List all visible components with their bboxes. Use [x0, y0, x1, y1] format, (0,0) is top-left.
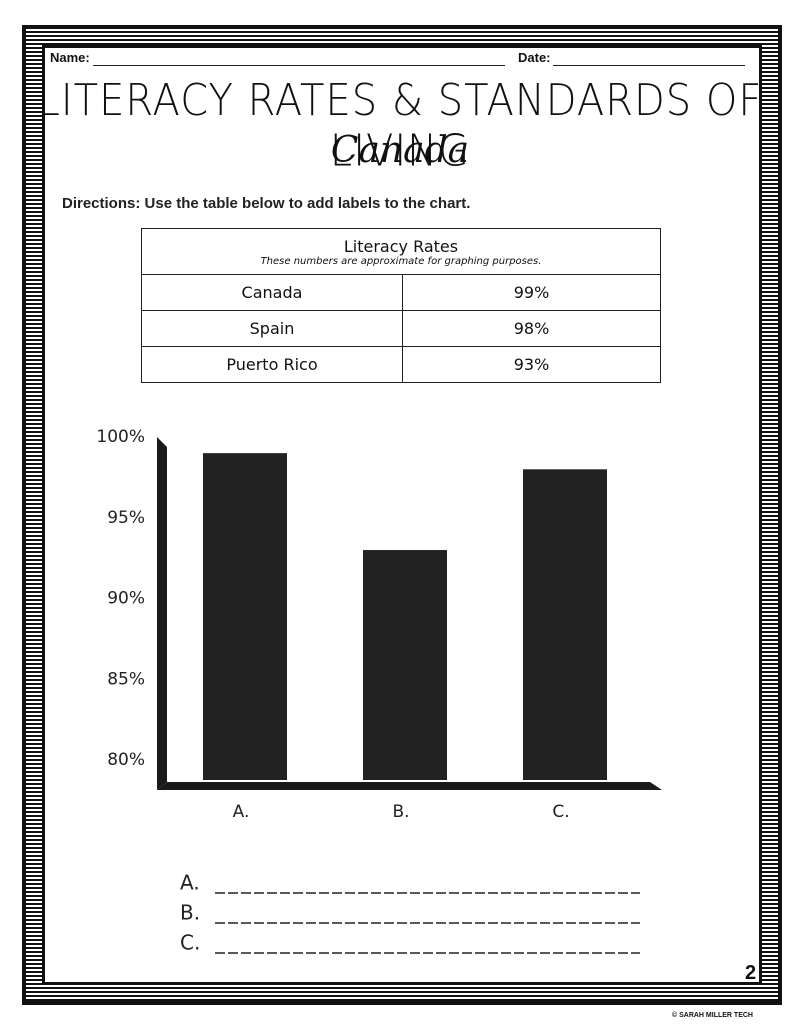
- y-axis-wall: [157, 437, 167, 790]
- x-tick-label: C.: [552, 802, 569, 822]
- subtitle: Canada: [330, 130, 470, 171]
- table-cell: 98%: [402, 310, 661, 347]
- table-cell: 93%: [402, 346, 661, 383]
- table-cell: Puerto Rico: [141, 346, 403, 383]
- table-head: Literacy Rates These numbers are approxi…: [141, 228, 661, 275]
- table-body: Canada 99% Spain 98% Puerto Rico 93%: [141, 274, 661, 383]
- name-line: [93, 65, 505, 66]
- x-tick-label: A.: [233, 802, 250, 822]
- table-cell: 99%: [402, 274, 661, 311]
- copyright: © SARAH MILLER TECH: [672, 1012, 753, 1019]
- y-tick-label: 95%: [107, 508, 145, 528]
- title: LITERACY RATES & STANDARDS OF LIVING: [37, 75, 763, 177]
- table-title: Literacy Rates: [343, 236, 459, 256]
- y-tick-label: 85%: [107, 669, 145, 689]
- data-table: Literacy Rates These numbers are approxi…: [141, 228, 661, 383]
- bar: [203, 453, 287, 780]
- table-head-row: Literacy Rates These numbers are approxi…: [141, 228, 661, 275]
- y-tick-label: 100%: [96, 427, 145, 447]
- answer-label: C.: [180, 931, 200, 955]
- x-tick-label: B.: [392, 802, 409, 822]
- page-number: 2: [745, 962, 757, 984]
- bar: [523, 469, 607, 780]
- directions: Directions: Use the table below to add l…: [62, 195, 471, 212]
- name-label: Name:: [50, 50, 90, 65]
- date-label: Date:: [518, 50, 551, 65]
- table-row: Puerto Rico 93%: [141, 346, 661, 383]
- page-border: [22, 25, 782, 1005]
- table-row: Spain 98%: [141, 310, 661, 347]
- table-note: These numbers are approximate for graphi…: [260, 255, 542, 267]
- y-tick-label: 80%: [107, 750, 145, 770]
- y-tick-label: 90%: [107, 589, 145, 609]
- answer-label: B.: [180, 901, 200, 925]
- x-axis-floor: [157, 782, 662, 790]
- date-line: [553, 65, 745, 66]
- answer-label: A.: [180, 871, 200, 895]
- bar: [363, 550, 447, 780]
- table-cell: Spain: [141, 310, 403, 347]
